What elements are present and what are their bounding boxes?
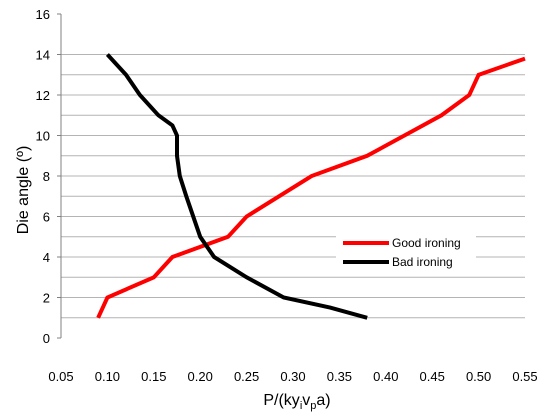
y-tick-label: 16 (36, 7, 50, 22)
series-lines (96, 53, 526, 320)
x-tick-label: 0.45 (420, 369, 445, 384)
axes (57, 13, 62, 339)
y-tick-label: 10 (36, 129, 50, 144)
x-tick-label: 0.20 (188, 369, 213, 384)
y-tick-label: 0 (43, 331, 50, 346)
y-tick-label: 14 (36, 48, 50, 63)
x-tick-label: 0.50 (466, 369, 491, 384)
y-tick-label: 6 (43, 210, 50, 225)
x-axis-label-main: P/(ky (263, 392, 299, 409)
x-tick-label: 0.40 (373, 369, 398, 384)
legend-label-bad-ironing: Bad ironing (392, 255, 453, 269)
x-axis-label: P/(kyivpa) (263, 392, 330, 412)
x-axis-label-mid: v (302, 392, 310, 409)
x-tick-label: 0.15 (141, 369, 166, 384)
tick-labels: 0 2 4 6 8 10 12 14 16 0.05 0.10 0.15 0.20 0.25 0.30 0.3… (36, 7, 538, 384)
x-axis-label-end: a) (316, 392, 330, 409)
x-axis-label-sub2: p (310, 400, 316, 412)
legend: Good ironing Bad ironing (336, 232, 476, 272)
x-tick-label: 0.30 (280, 369, 305, 384)
y-axis-label: Die angle (º) (15, 146, 32, 235)
y-tick-label: 2 (43, 291, 50, 306)
x-tick-label: 0.25 (234, 369, 259, 384)
series-line-bad-ironing (105, 53, 368, 320)
x-tick-label: 0.10 (95, 369, 120, 384)
x-axis-label-sub1: i (300, 400, 302, 412)
y-tick-label: 8 (43, 169, 50, 184)
x-tick-label: 0.55 (512, 369, 537, 384)
x-tick-label: 0.05 (48, 369, 73, 384)
legend-label-good-ironing: Good ironing (392, 236, 461, 250)
legend-box (336, 232, 476, 272)
series-line-good-ironing (96, 56, 526, 319)
y-tick-label: 4 (43, 250, 50, 265)
y-tick-label: 12 (36, 88, 50, 103)
x-tick-label: 0.35 (327, 369, 352, 384)
